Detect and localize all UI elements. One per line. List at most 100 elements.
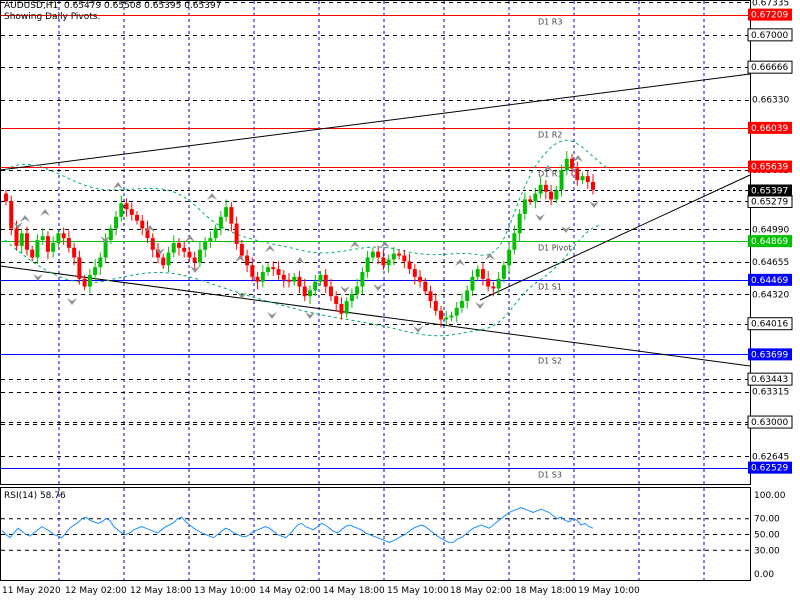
pivot-price-box [748, 273, 792, 286]
pivot-price-box [748, 160, 792, 173]
pivot-price-box [748, 348, 792, 361]
candle-body [24, 233, 29, 250]
pivot-label: D1 R1 [538, 170, 562, 179]
pivot-price-label: 0.64869 [751, 237, 788, 247]
pivot-label: D1 R3 [538, 18, 562, 27]
time-axis-label: 12 May 02:00 [65, 586, 127, 596]
pivot-price-label: 0.63699 [751, 350, 788, 360]
candle-body [580, 176, 585, 181]
candle-body [182, 247, 187, 252]
candle-body [208, 238, 213, 242]
rsi-line [1, 507, 594, 543]
rising-trendline [479, 174, 751, 301]
candle-body [407, 261, 412, 270]
candle-body [114, 216, 119, 229]
candle-body [444, 317, 449, 320]
candle-body [93, 267, 98, 275]
time-axis-label: 18 May 02:00 [450, 586, 512, 596]
time-axis-label: 12 May 18:00 [130, 586, 192, 596]
candle-body [307, 290, 312, 297]
candle-body [365, 257, 370, 273]
candle-body [87, 274, 92, 287]
candle-body [517, 213, 522, 234]
candle-body [218, 216, 223, 229]
price-tick-label: 0.66330 [752, 96, 789, 106]
candle-body [292, 276, 297, 282]
candle-body [35, 240, 40, 258]
candle-body [386, 259, 391, 266]
candle-body [585, 176, 590, 182]
candle-body [171, 242, 176, 253]
candle-body [376, 251, 381, 258]
price-box [747, 317, 793, 331]
candle-body [349, 294, 354, 302]
price-box-label: 0.64016 [751, 320, 788, 330]
fractal-down-arrow [33, 274, 43, 281]
indicator-subtitle: Showing Daily Pivots. [4, 12, 101, 22]
price-box-label: 0.67000 [751, 31, 788, 41]
candle-body [150, 238, 155, 250]
candle-body [397, 253, 402, 256]
candle-body [575, 168, 580, 181]
fractal-up-arrow [380, 241, 390, 248]
candle-body [564, 158, 569, 171]
candle-body [176, 242, 181, 248]
candle-body [591, 181, 595, 190]
fractal-down-arrow [561, 226, 571, 233]
candle-body [155, 249, 160, 258]
fractal-down-arrow [67, 298, 77, 305]
price-tick-label: 0.64990 [752, 225, 789, 235]
pivot-price-box [748, 235, 792, 248]
pivot-price-label: 0.62529 [751, 464, 788, 474]
candle-body [266, 267, 271, 273]
price-tick-label: 0.67335 [752, 0, 789, 8]
fractal-down-arrow [340, 286, 350, 293]
price-tick-label: 0.64655 [752, 258, 789, 268]
time-axis-label: 19 May 10:00 [578, 586, 640, 596]
price-box-label: 0.63443 [751, 375, 788, 385]
candle-body [334, 296, 339, 304]
fractal-up-arrow [40, 209, 50, 216]
candle-body [276, 269, 281, 275]
price-box-label: 0.65279 [751, 197, 788, 207]
candle-body [475, 269, 480, 277]
fractal-up-arrow [350, 241, 360, 248]
candle-body [412, 269, 417, 277]
candle-body [145, 228, 150, 239]
candle-body [119, 203, 124, 217]
price-box [747, 60, 793, 74]
fractal-down-arrow [475, 302, 485, 309]
price-box [747, 28, 793, 42]
pivot-price-label: 0.66039 [751, 124, 788, 134]
candle-body [40, 236, 45, 241]
fractal-up-arrow [543, 165, 553, 172]
main-plot-frame [0, 0, 751, 485]
candle-body [538, 184, 543, 194]
fractal-up-arrow [185, 235, 195, 242]
fractal-down-arrow [267, 312, 277, 319]
time-axis-label: 18 May 18:00 [515, 586, 577, 596]
candle-body [439, 310, 444, 320]
candle-body [245, 255, 250, 266]
candle-body [465, 290, 470, 302]
candle-body [491, 286, 496, 289]
candle-body [281, 274, 286, 280]
rsi-level-label: 30.00 [754, 546, 780, 556]
fractal-down-arrow [589, 201, 599, 208]
candle-body [522, 199, 527, 214]
candle-body [250, 265, 255, 277]
pivot-price-label: 0.65639 [751, 163, 788, 173]
price-box [747, 415, 793, 429]
pivot-label: D1 S2 [538, 357, 562, 366]
candle-body [360, 272, 365, 287]
candle-body [297, 276, 302, 287]
rsi-plot-frame [0, 487, 751, 581]
candle-body [213, 228, 218, 239]
fractal-down-arrow [190, 266, 200, 273]
time-axis-label: 15 May 10:00 [387, 586, 449, 596]
upper-envelope [4, 139, 611, 256]
candle-body [161, 257, 166, 266]
fractal-up-arrow [265, 245, 275, 252]
